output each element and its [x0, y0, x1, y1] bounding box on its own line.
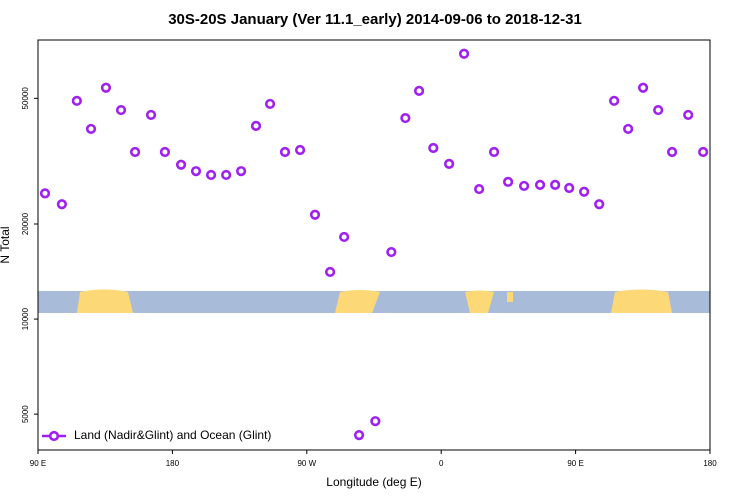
point — [85, 123, 97, 135]
point — [370, 416, 381, 427]
x-tick-label: 90 E — [567, 459, 583, 468]
y-tick-label: 50000 — [21, 87, 30, 110]
point — [353, 430, 365, 441]
point — [100, 82, 112, 93]
point — [653, 104, 664, 116]
land — [335, 290, 380, 313]
point — [39, 188, 51, 199]
point — [503, 176, 514, 187]
point — [579, 186, 590, 197]
point — [115, 104, 127, 116]
point — [444, 158, 455, 169]
land — [611, 289, 672, 313]
point — [474, 183, 485, 195]
point — [666, 146, 678, 158]
legend-label: Land (Nadir&Glint) and Ocean (Glint) — [74, 428, 271, 442]
y-axis-label: N Total — [0, 226, 12, 263]
point — [309, 209, 321, 220]
x-tick-label: 180 — [703, 459, 717, 468]
x-tick-label: 0 — [439, 459, 444, 468]
point — [294, 144, 306, 156]
y-tick-label: 10000 — [21, 307, 30, 330]
point — [279, 146, 291, 158]
point — [488, 146, 500, 158]
x-axis-label: Longitude (deg E) — [326, 475, 421, 489]
y-tick-label: 5000 — [21, 405, 30, 423]
point — [698, 146, 709, 158]
point — [264, 98, 276, 110]
point — [534, 179, 546, 190]
point — [637, 82, 649, 93]
plot-frame — [37, 39, 711, 451]
point — [339, 231, 350, 243]
land — [77, 289, 133, 313]
point — [250, 120, 262, 131]
point — [550, 179, 561, 190]
point — [386, 246, 397, 258]
point — [564, 182, 575, 194]
point — [683, 109, 694, 121]
point — [235, 166, 247, 177]
point — [190, 166, 202, 177]
x-tick-label: 90 E — [30, 459, 46, 468]
point — [594, 199, 605, 210]
point — [159, 146, 171, 158]
land — [465, 290, 494, 313]
land — [507, 292, 513, 302]
point — [71, 95, 82, 106]
map-strip — [38, 289, 710, 313]
point — [221, 169, 232, 181]
chart-title: 30S-20S January (Ver 11.1_early) 2014-09… — [168, 11, 582, 28]
point — [413, 85, 425, 96]
point — [458, 48, 470, 59]
point — [609, 95, 620, 106]
point — [324, 266, 336, 278]
legend-marker — [48, 430, 60, 442]
x-tick-label: 180 — [166, 459, 180, 468]
point — [623, 123, 634, 135]
point — [175, 159, 187, 170]
x-tick-label: 90 W — [297, 459, 316, 468]
y-tick-label: 20000 — [21, 212, 30, 235]
point — [56, 199, 67, 210]
point — [518, 180, 530, 192]
point — [129, 146, 141, 158]
point — [400, 112, 411, 124]
point — [205, 169, 217, 181]
point — [145, 109, 157, 121]
point — [428, 142, 439, 154]
